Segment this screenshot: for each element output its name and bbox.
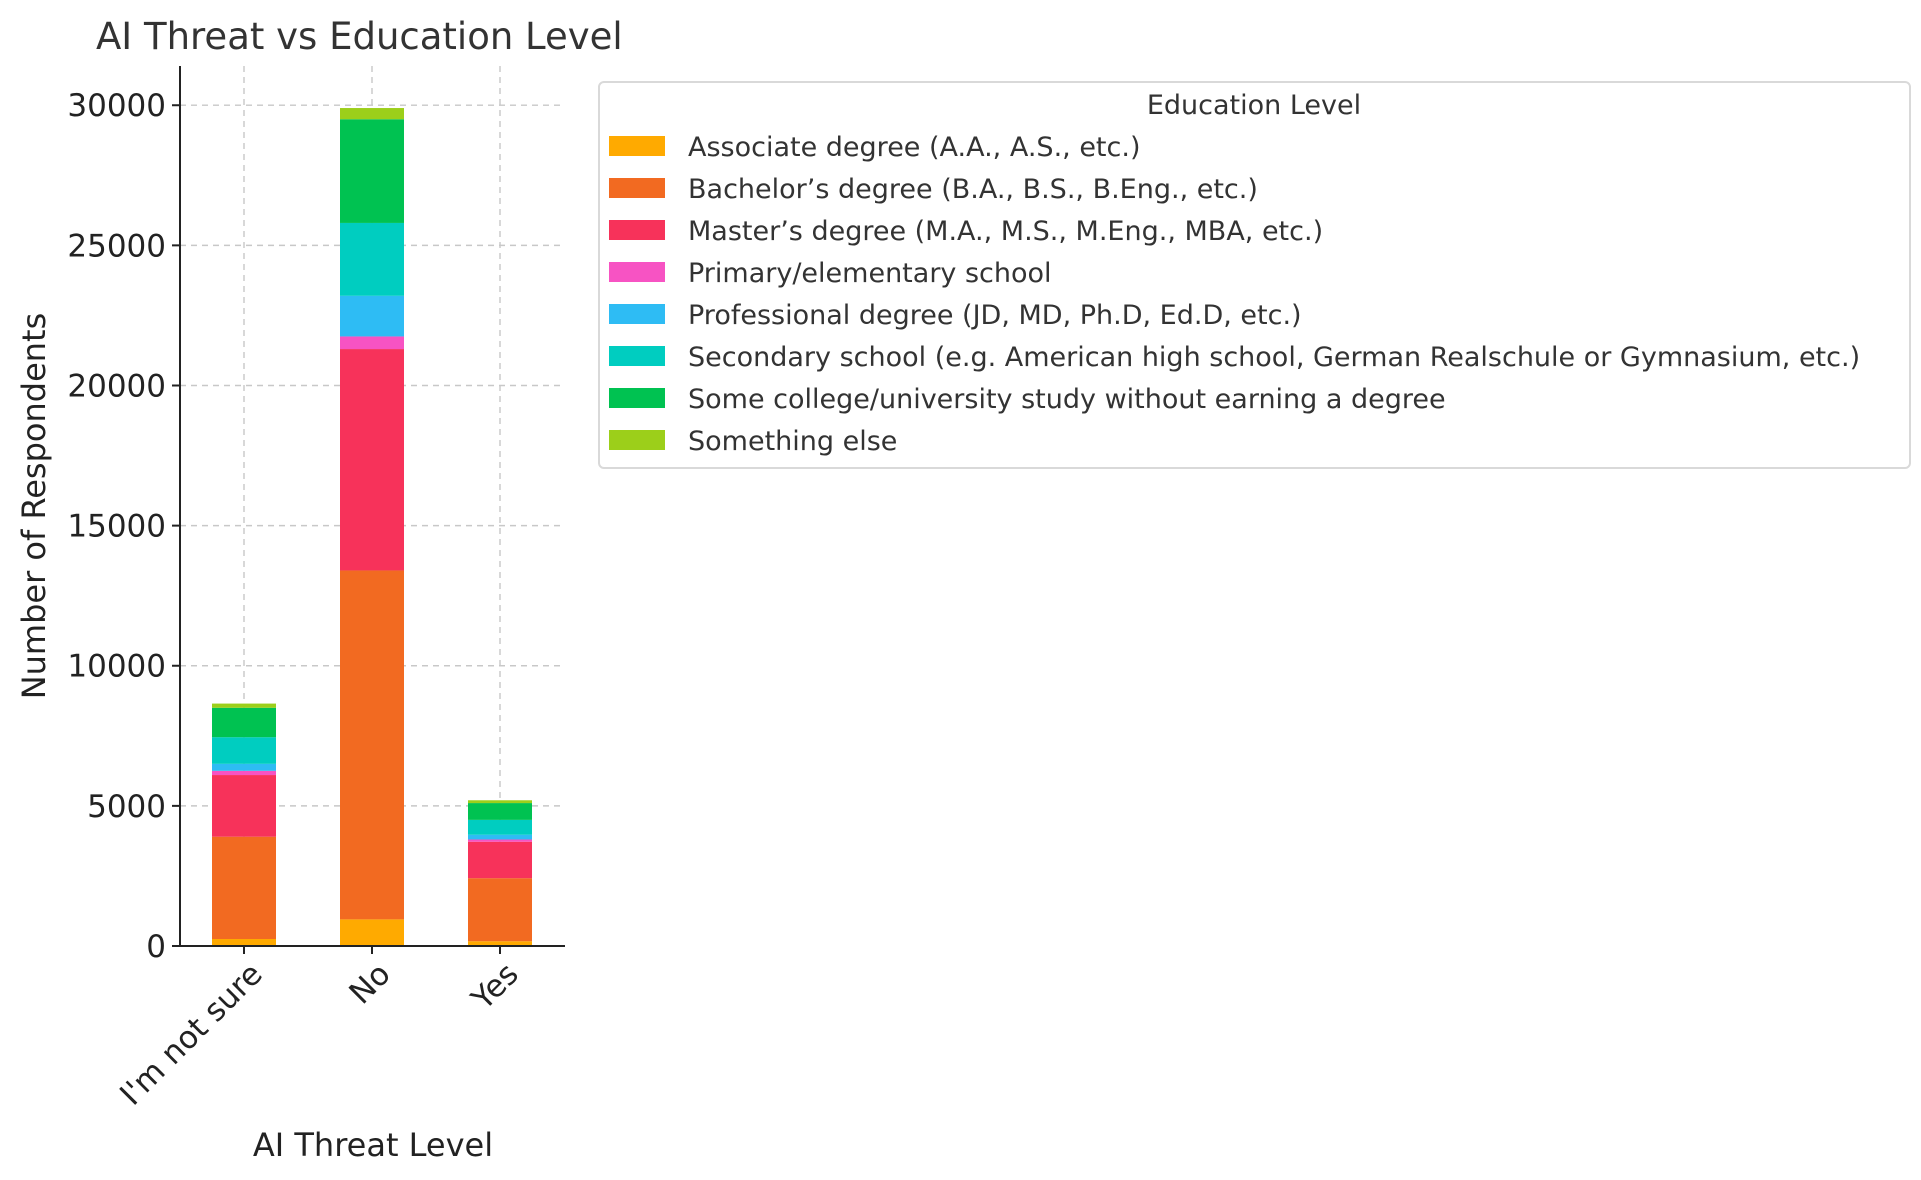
y-tick-label: 5000: [87, 789, 166, 825]
legend-swatch: [609, 262, 665, 282]
bar-segment: [468, 841, 532, 879]
bar-segment: [468, 803, 532, 820]
y-tick-label: 25000: [67, 228, 166, 264]
bar-segment: [468, 834, 532, 840]
bar-segment: [468, 878, 532, 942]
y-tick-label: 30000: [67, 88, 166, 124]
bar-segment: [340, 570, 404, 920]
legend: Education Level Associate degree (A.A., …: [598, 81, 1911, 469]
bar-segment: [212, 775, 276, 837]
bar-segment: [212, 836, 276, 939]
legend-item: Something else: [609, 426, 897, 457]
x-tick-label: No: [342, 956, 397, 1011]
bar-segment: [212, 770, 276, 776]
bar-stacks: [212, 108, 532, 946]
legend-item: Master’s degree (M.A., M.S., M.Eng., MBA…: [609, 216, 1323, 247]
y-axis-label: Number of Respondents: [15, 313, 53, 700]
legend-item: Professional degree (JD, MD, Ph.D, Ed.D,…: [609, 300, 1302, 331]
bar-stack: [340, 108, 404, 946]
bar-segment: [340, 349, 404, 571]
legend-label: Something else: [688, 426, 897, 457]
bar-segment: [468, 819, 532, 835]
legend-swatch: [609, 430, 665, 450]
chart-title: AI Threat vs Education Level: [96, 15, 623, 58]
legend-title: Education Level: [1147, 90, 1361, 121]
bar-stack: [212, 703, 276, 946]
legend-label: Bachelor’s degree (B.A., B.S., B.Eng., e…: [688, 174, 1258, 205]
x-ticks: I'm not sure No Yes: [113, 946, 526, 1113]
legend-items: Associate degree (A.A., A.S., etc.) Bache…: [609, 132, 1860, 457]
legend-swatch: [609, 136, 665, 156]
x-axis-label: AI Threat Level: [253, 1126, 493, 1164]
x-tick-label: Yes: [464, 956, 526, 1018]
bar-segment: [212, 938, 276, 946]
bar-segment: [468, 839, 532, 842]
bar-segment: [212, 737, 276, 764]
legend-label: Secondary school (e.g. American high sch…: [688, 342, 1860, 373]
legend-item: Secondary school (e.g. American high sch…: [609, 342, 1860, 373]
y-tick-label: 0: [146, 929, 166, 965]
y-tick-label: 20000: [67, 368, 166, 404]
bar-segment: [340, 119, 404, 223]
bar-segment: [340, 919, 404, 946]
legend-swatch: [609, 346, 665, 366]
legend-label: Some college/university study without ea…: [688, 384, 1446, 415]
x-tick-label: I'm not sure: [113, 956, 269, 1112]
legend-label: Master’s degree (M.A., M.S., M.Eng., MBA…: [688, 216, 1323, 247]
y-tick-label: 10000: [67, 649, 166, 685]
legend-swatch: [609, 220, 665, 240]
legend-swatch: [609, 304, 665, 324]
bar-stack: [468, 800, 532, 946]
y-tick-label: 15000: [67, 509, 166, 545]
bar-segment: [340, 108, 404, 120]
legend-label: Professional degree (JD, MD, Ph.D, Ed.D,…: [688, 300, 1302, 331]
bar-segment: [212, 763, 276, 771]
bar-segment: [212, 703, 276, 708]
legend-item: Associate degree (A.A., A.S., etc.): [609, 132, 1140, 163]
legend-label: Associate degree (A.A., A.S., etc.): [688, 132, 1140, 163]
bar-segment: [340, 336, 404, 350]
bar-segment: [468, 941, 532, 946]
legend-frame: [598, 81, 1911, 469]
legend-label: Primary/elementary school: [688, 258, 1052, 289]
legend-swatch: [609, 178, 665, 198]
legend-item: Some college/university study without ea…: [609, 384, 1446, 415]
bar-segment: [212, 707, 276, 738]
legend-swatch: [609, 388, 665, 408]
y-ticks: 0 5000 10000 15000 20000 25000 30000: [67, 88, 180, 965]
bar-segment: [340, 295, 404, 337]
legend-item: Primary/elementary school: [609, 258, 1052, 289]
bar-segment: [468, 800, 532, 804]
legend-item: Bachelor’s degree (B.A., B.S., B.Eng., e…: [609, 174, 1258, 205]
bar-segment: [340, 222, 404, 296]
